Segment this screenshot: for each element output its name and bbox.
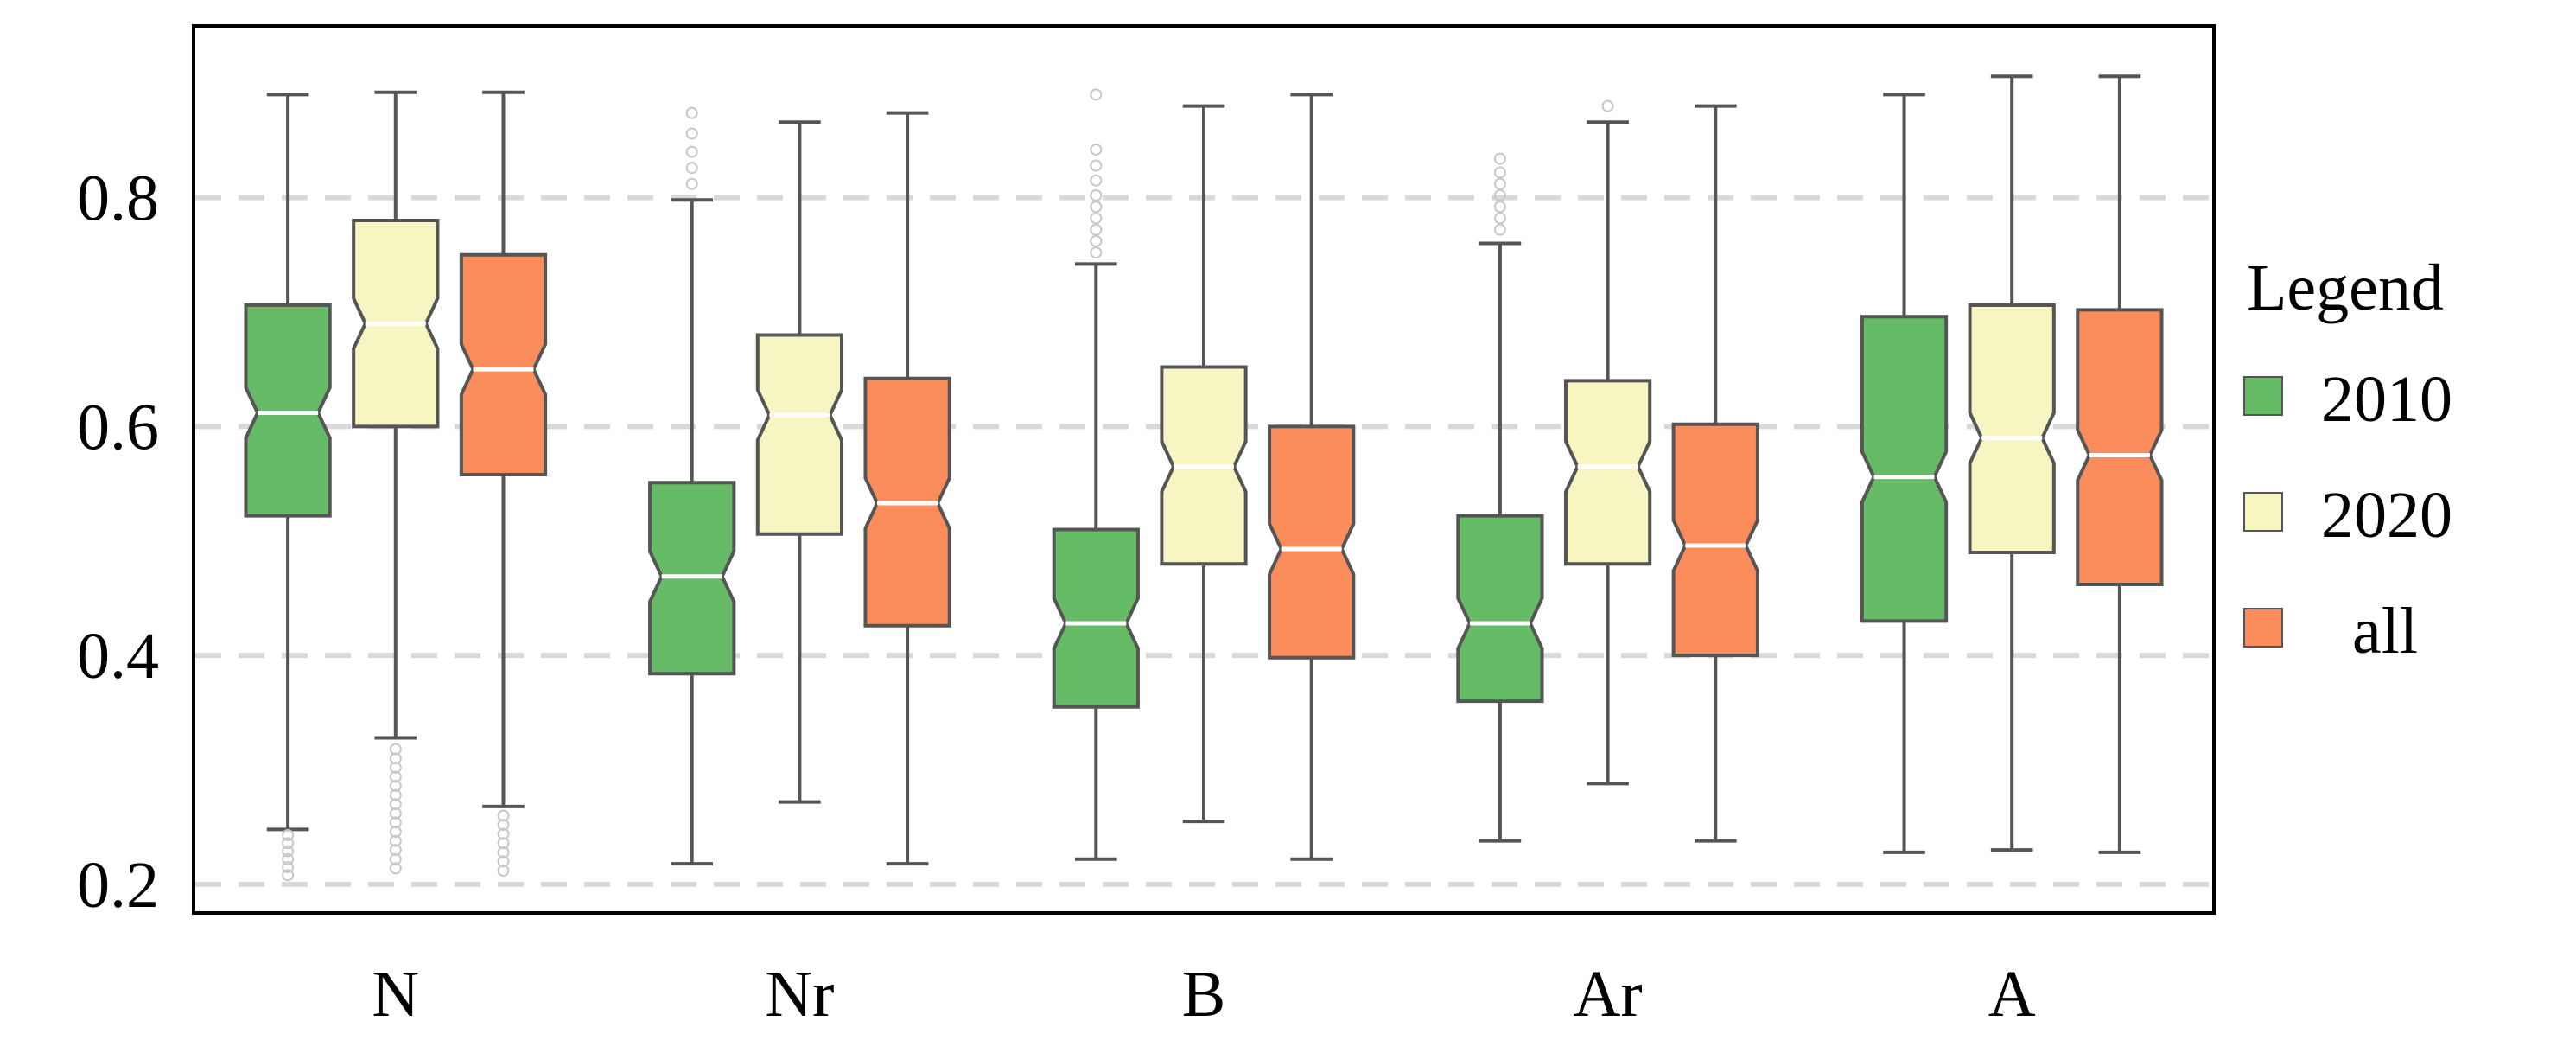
outlier-point <box>1090 143 1103 156</box>
outlier-point <box>1090 159 1103 172</box>
outlier-point <box>389 770 402 783</box>
y-tick-label: 0.6 <box>77 391 159 463</box>
outlier-point <box>1493 201 1506 214</box>
box-2020-Nr <box>755 120 844 804</box>
outlier-point <box>1090 174 1103 187</box>
box-body <box>1052 527 1140 709</box>
box-2020-B <box>1160 104 1248 824</box>
x-tick-label: A <box>1988 958 2036 1031</box>
box-all-A <box>2076 74 2164 854</box>
outlier-point <box>497 837 510 850</box>
outlier-point <box>1090 188 1103 201</box>
outlier-point <box>282 828 295 841</box>
outlier-point <box>1090 234 1103 247</box>
box-body <box>459 252 548 476</box>
outlier-point <box>497 809 510 822</box>
box-2020-N <box>352 90 440 875</box>
outlier-point <box>389 752 402 765</box>
x-tick-label: Ar <box>1573 958 1642 1031</box>
outlier-point <box>389 844 402 857</box>
box-body <box>244 303 332 518</box>
outlier-point <box>389 816 402 829</box>
y-tick-label: 0.8 <box>77 163 159 235</box>
box-body <box>1671 422 1759 658</box>
outlier-point <box>497 865 510 878</box>
outlier-point <box>389 852 402 865</box>
outlier-point <box>282 837 295 850</box>
outlier-point <box>1090 246 1103 259</box>
outlier-point <box>389 834 402 847</box>
x-tick-label: N <box>372 958 419 1031</box>
legend-swatch-all <box>2243 608 2283 648</box>
box-body <box>1968 303 2056 554</box>
x-axis: N Nr B Ar A <box>372 958 2035 1031</box>
outlier-point <box>685 162 698 175</box>
outlier-point <box>389 788 402 801</box>
box-body <box>1456 514 1544 704</box>
box-body <box>755 333 844 536</box>
outlier-point <box>389 780 402 793</box>
outlier-point <box>1090 201 1103 214</box>
box-2010-B <box>1052 88 1140 861</box>
outlier-point <box>497 855 510 868</box>
outlier-point <box>685 145 698 158</box>
legend-label-2010: 2010 <box>2321 363 2452 436</box>
outlier-point <box>497 827 510 840</box>
outlier-point <box>389 798 402 811</box>
y-axis: 0.2 0.4 0.6 0.8 <box>77 163 159 922</box>
box-body <box>1563 379 1652 566</box>
outlier-point <box>282 869 295 882</box>
outlier-point <box>389 761 402 774</box>
outlier-point <box>1493 223 1506 236</box>
outlier-point <box>1090 88 1103 101</box>
box-body <box>1268 424 1356 660</box>
outlier-point <box>389 826 402 839</box>
box-2010-N <box>244 93 332 882</box>
outlier-point <box>1090 223 1103 236</box>
outlier-point <box>1493 152 1506 165</box>
box-2020-Ar <box>1563 99 1652 786</box>
outlier-point <box>685 127 698 140</box>
outlier-point <box>1493 212 1506 225</box>
outlier-point <box>282 845 295 858</box>
outlier-point <box>282 852 295 865</box>
outlier-point <box>389 862 402 875</box>
legend-swatch-2010 <box>2243 376 2283 416</box>
outlier-point <box>1493 177 1506 190</box>
box-all-Ar <box>1671 104 1759 843</box>
box-2010-Nr <box>648 106 736 866</box>
legend-label-2020: 2020 <box>2321 479 2452 552</box>
box-2010-Ar <box>1456 152 1544 843</box>
outlier-point <box>1493 188 1506 201</box>
box-2020-A <box>1968 74 2056 852</box>
outlier-point <box>1090 212 1103 225</box>
outlier-point <box>282 861 295 874</box>
box-body <box>2076 308 2164 587</box>
box-body <box>1860 315 1949 623</box>
outlier-point <box>685 177 698 190</box>
outlier-point <box>1601 99 1614 112</box>
y-tick-label: 0.2 <box>77 849 159 922</box>
outlier-point <box>1493 166 1506 179</box>
outlier-point <box>685 106 698 119</box>
legend: Legend 2010 2020 all <box>2243 252 2452 667</box>
box-2010-A <box>1860 93 1949 854</box>
box-series <box>244 74 2164 882</box>
box-all-Nr <box>863 111 951 866</box>
outlier-point <box>497 846 510 858</box>
x-tick-label: Nr <box>765 958 834 1031</box>
box-all-B <box>1268 93 1356 861</box>
outlier-point <box>389 807 402 820</box>
outlier-point <box>497 819 510 832</box>
box-all-N <box>459 90 548 878</box>
legend-title: Legend <box>2247 252 2444 324</box>
legend-swatch-2020 <box>2243 492 2283 532</box>
x-tick-label: B <box>1182 958 1226 1031</box>
y-tick-label: 0.4 <box>77 620 159 692</box>
legend-label-all: all <box>2352 595 2418 667</box>
outlier-point <box>389 743 402 756</box>
